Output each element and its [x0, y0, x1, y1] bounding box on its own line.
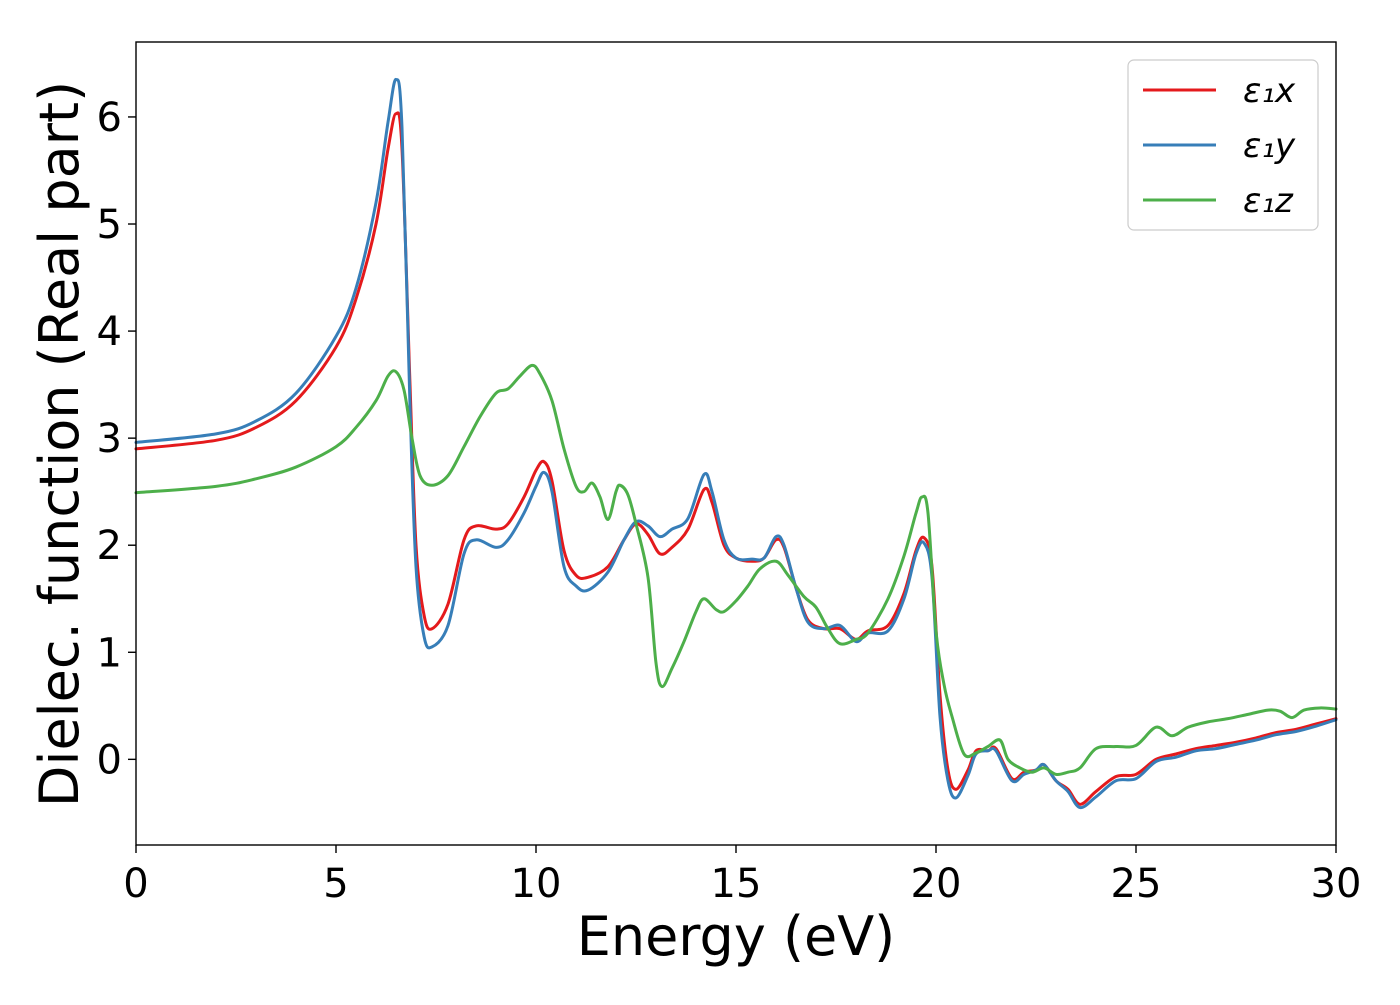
x-tick-label: 20	[911, 861, 962, 907]
y-tick-label: 6	[97, 95, 122, 141]
series-layer	[134, 77, 1338, 810]
y-tick-label: 0	[97, 737, 122, 783]
y-tick-label: 5	[97, 202, 122, 248]
y-tick-label: 4	[97, 309, 122, 355]
x-tick-label: 10	[511, 861, 562, 907]
legend-box	[1127, 59, 1319, 231]
x-tick-label: 15	[711, 861, 762, 907]
series-line-1	[134, 77, 1338, 810]
legend-label: ε₁x	[1243, 71, 1296, 111]
legend: ε₁x ε₁y ε₁z	[1127, 59, 1319, 231]
y-tick-label: 3	[97, 416, 122, 462]
x-tick-label: 25	[1111, 861, 1162, 907]
series-line-2	[134, 363, 1338, 776]
x-tick-label: 0	[123, 861, 148, 907]
x-tick-label: 30	[1311, 861, 1362, 907]
x-tick-label: 5	[323, 861, 348, 907]
y-tick-label: 1	[97, 630, 122, 676]
y-ticks: 0 1 2 3 4 5 6	[97, 95, 136, 783]
x-axis-label: Energy (eV)	[577, 905, 896, 968]
legend-items: ε₁x ε₁y ε₁z	[1143, 71, 1296, 221]
legend-label: ε₁z	[1243, 181, 1294, 221]
y-axis-label: Dielec. function (Real part)	[28, 81, 91, 807]
y-tick-label: 2	[97, 523, 122, 569]
legend-label: ε₁y	[1243, 126, 1296, 166]
x-ticks: 0 5 10 15 20 25 30	[123, 845, 1361, 907]
